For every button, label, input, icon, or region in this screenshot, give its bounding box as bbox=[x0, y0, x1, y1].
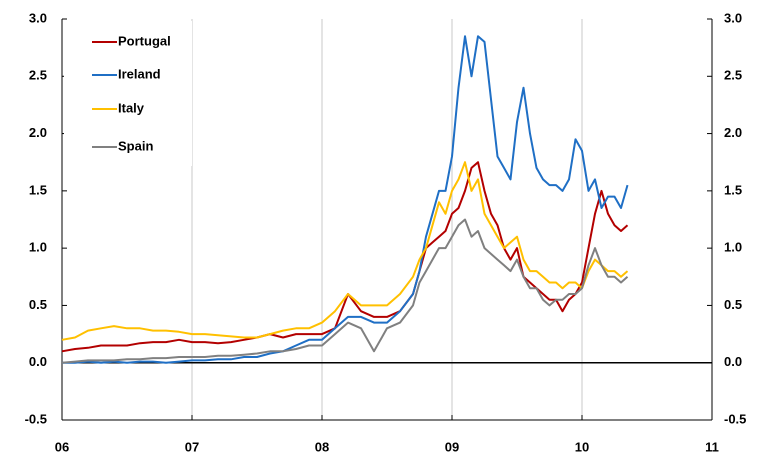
y-tick-label: 2.0 bbox=[29, 125, 47, 140]
x-tick-label: 06 bbox=[55, 439, 69, 454]
y2-tick-label: 0.5 bbox=[724, 297, 742, 312]
y-tick-label: 3.0 bbox=[29, 10, 47, 25]
legend-label: Ireland bbox=[118, 66, 161, 81]
y2-tick-label: 2.0 bbox=[724, 125, 742, 140]
y2-tick-label: 2.5 bbox=[724, 68, 742, 83]
y2-tick-label: 1.5 bbox=[724, 182, 742, 197]
y-tick-label: 2.5 bbox=[29, 68, 47, 83]
x-tick-label: 08 bbox=[315, 439, 329, 454]
series-line bbox=[61, 218, 629, 364]
y-tick-label: 1.0 bbox=[29, 240, 47, 255]
y2-tick-label: 1.0 bbox=[724, 240, 742, 255]
series-line bbox=[61, 161, 629, 353]
series-line bbox=[62, 35, 629, 364]
y2-tick-label: -0.5 bbox=[724, 411, 746, 426]
y-tick-label: 0.5 bbox=[29, 297, 47, 312]
y2-tick-label: 3.0 bbox=[724, 10, 742, 25]
legend-label: Portugal bbox=[118, 33, 171, 48]
y-tick-label: -0.5 bbox=[25, 411, 47, 426]
x-tick-label: 09 bbox=[445, 439, 459, 454]
legend-box bbox=[64, 21, 192, 166]
legend-label: Italy bbox=[118, 100, 145, 115]
y2-tick-label: 0.0 bbox=[724, 354, 742, 369]
y-tick-label: 1.5 bbox=[29, 182, 47, 197]
x-tick-label: 10 bbox=[575, 439, 589, 454]
y-tick-label: 0.0 bbox=[29, 354, 47, 369]
x-tick-label: 11 bbox=[705, 439, 719, 454]
series-line bbox=[61, 161, 629, 341]
x-tick-label: 07 bbox=[185, 439, 199, 454]
legend-label: Spain bbox=[118, 138, 153, 153]
